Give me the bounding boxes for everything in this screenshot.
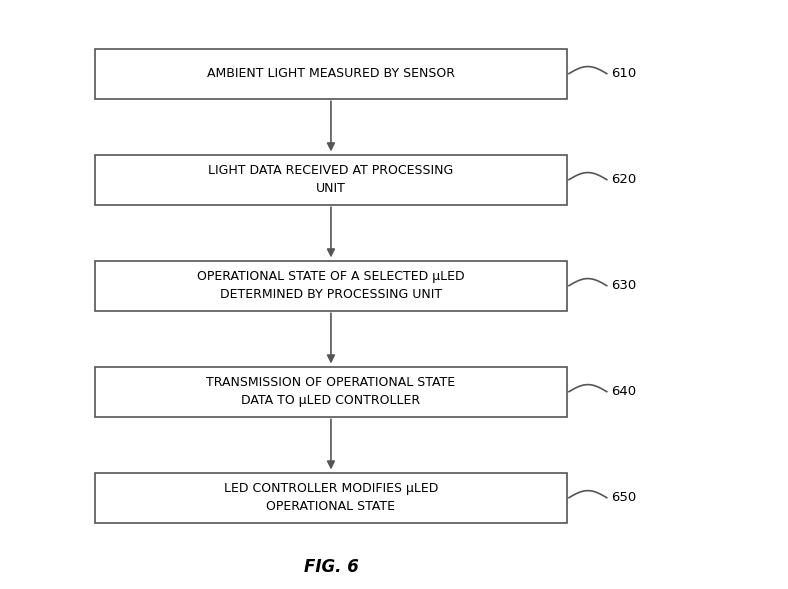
Text: AMBIENT LIGHT MEASURED BY SENSOR: AMBIENT LIGHT MEASURED BY SENSOR [207, 67, 455, 80]
FancyBboxPatch shape [95, 260, 567, 311]
Text: 640: 640 [611, 385, 636, 398]
Text: 610: 610 [611, 67, 636, 80]
FancyBboxPatch shape [95, 472, 567, 523]
Text: FIG. 6: FIG. 6 [303, 558, 359, 575]
FancyBboxPatch shape [95, 49, 567, 98]
Text: 650: 650 [611, 491, 636, 504]
Text: LED CONTROLLER MODIFIES μLED
OPERATIONAL STATE: LED CONTROLLER MODIFIES μLED OPERATIONAL… [224, 482, 438, 513]
Text: 630: 630 [611, 279, 636, 292]
FancyBboxPatch shape [95, 366, 567, 417]
Text: LIGHT DATA RECEIVED AT PROCESSING
UNIT: LIGHT DATA RECEIVED AT PROCESSING UNIT [208, 164, 454, 195]
Text: 620: 620 [611, 173, 636, 186]
FancyBboxPatch shape [95, 155, 567, 205]
Text: OPERATIONAL STATE OF A SELECTED μLED
DETERMINED BY PROCESSING UNIT: OPERATIONAL STATE OF A SELECTED μLED DET… [197, 270, 465, 301]
Text: TRANSMISSION OF OPERATIONAL STATE
DATA TO μLED CONTROLLER: TRANSMISSION OF OPERATIONAL STATE DATA T… [206, 376, 455, 407]
